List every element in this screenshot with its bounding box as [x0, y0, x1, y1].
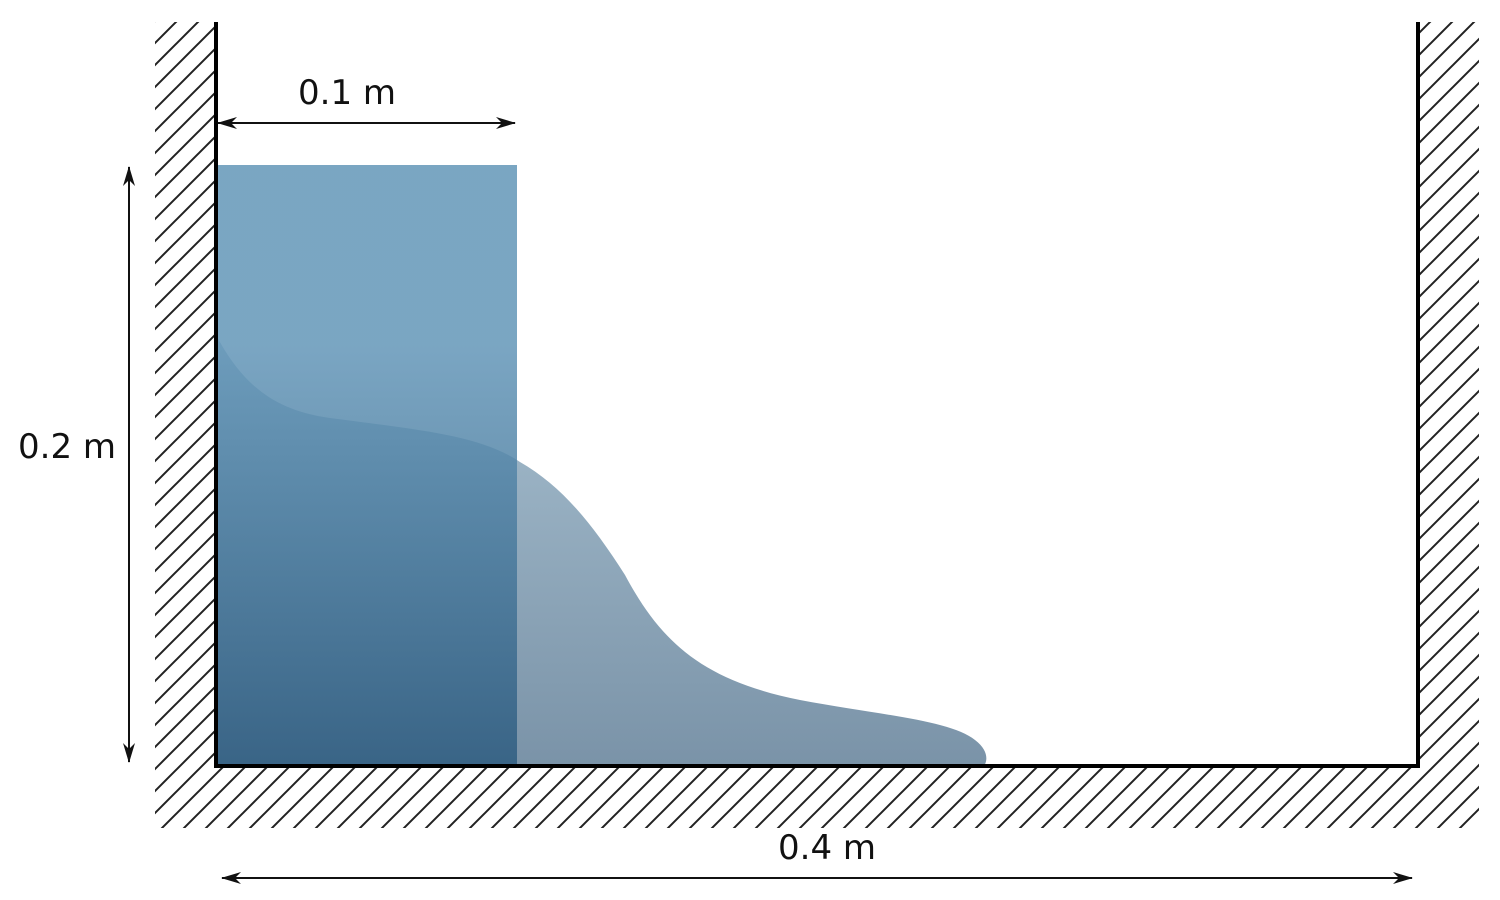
- initial-water-column: [216, 165, 517, 766]
- floor-hatch: [155, 766, 1479, 828]
- right-wall-hatch: [1418, 22, 1479, 766]
- column-height-label: 0.2 m: [18, 427, 116, 467]
- tank-length-label: 0.4 m: [778, 828, 876, 868]
- left-wall-hatch: [155, 22, 216, 766]
- column-width-label: 0.1 m: [298, 73, 396, 113]
- tank-walls: [214, 22, 1420, 768]
